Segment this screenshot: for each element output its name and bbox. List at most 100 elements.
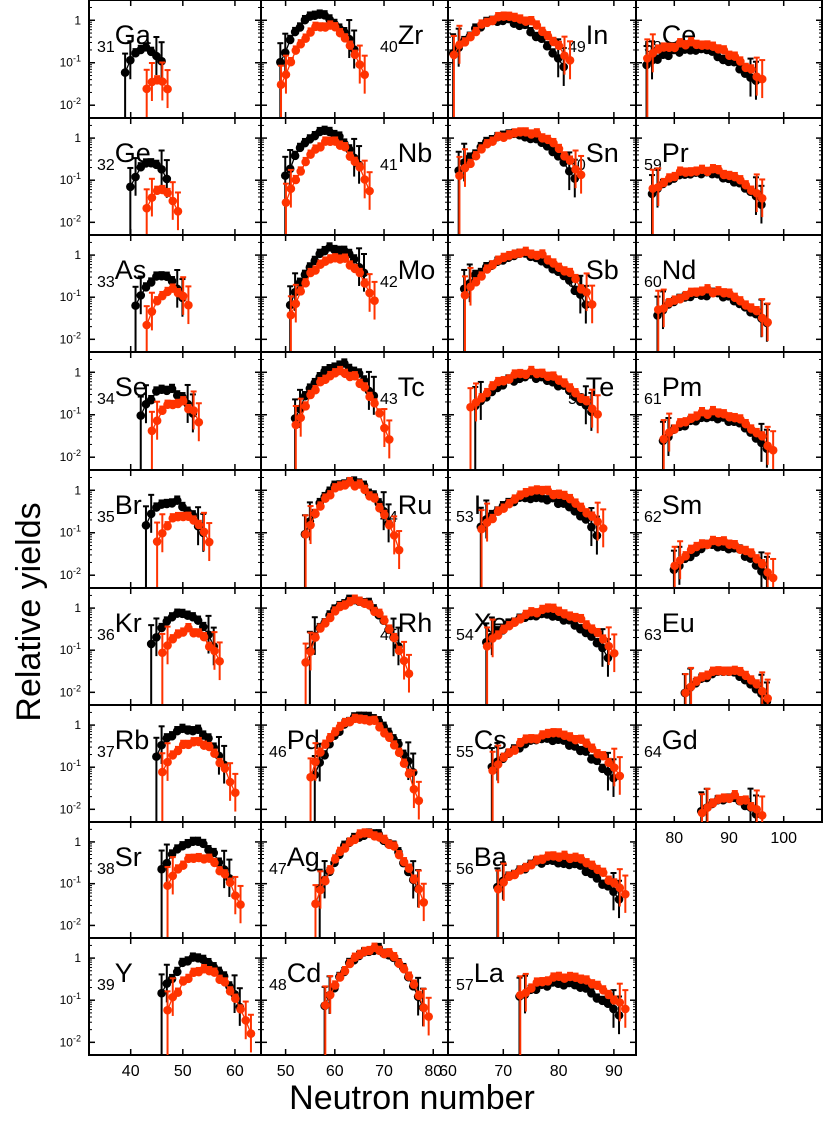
- data-point-red: [455, 171, 464, 181]
- data-point-red: [757, 193, 767, 203]
- data-point-red: [621, 889, 630, 899]
- data-point-red: [286, 184, 296, 194]
- data-point-black: [587, 988, 596, 998]
- data-point-red: [241, 1016, 251, 1025]
- data-point-red: [321, 1000, 330, 1010]
- element-label-nb: 41Nb: [380, 138, 432, 174]
- data-point-black: [146, 639, 156, 649]
- series-black: [141, 493, 208, 588]
- data-point-red: [286, 57, 296, 67]
- data-point-red: [236, 900, 245, 909]
- data-point-red: [325, 865, 335, 875]
- data-point-red: [493, 631, 503, 640]
- data-point-red: [345, 41, 355, 50]
- element-label-as: 33As: [97, 255, 146, 291]
- series-red: [163, 852, 245, 938]
- series-red: [455, 127, 586, 235]
- series-red: [301, 476, 404, 588]
- data-point-red: [340, 844, 350, 853]
- data-point-red: [532, 21, 542, 30]
- data-point-red: [194, 417, 204, 427]
- series-black: [146, 608, 219, 705]
- series-red: [276, 20, 369, 118]
- series-black: [305, 594, 403, 705]
- data-point-black: [526, 27, 535, 37]
- element-label-sr: 38Sr: [97, 842, 142, 878]
- data-point-red: [321, 876, 330, 886]
- data-point-red: [621, 1004, 630, 1014]
- data-point-red: [482, 388, 492, 398]
- data-point-black: [120, 68, 130, 77]
- data-point-red: [424, 1012, 433, 1021]
- data-point-black: [172, 496, 182, 505]
- data-point-red: [554, 144, 564, 154]
- y-tick-label: 10-2: [60, 1033, 81, 1049]
- data-point-red: [609, 763, 619, 772]
- data-point-red: [210, 858, 219, 868]
- data-point-black: [592, 638, 602, 648]
- series-red: [488, 728, 625, 822]
- data-point-red: [409, 784, 419, 794]
- element-label-pd: 46Pd: [269, 725, 320, 761]
- data-point-red: [350, 835, 360, 845]
- data-point-red: [316, 502, 325, 511]
- data-point-red: [587, 404, 597, 413]
- panel-frame: [88, 0, 262, 119]
- data-point-black: [131, 301, 140, 310]
- data-point-red: [380, 423, 389, 433]
- data-point-red: [604, 990, 614, 1000]
- y-tick-label: 1: [74, 601, 81, 615]
- series-black: [315, 828, 423, 938]
- data-point-red: [477, 145, 486, 154]
- data-point-red: [178, 396, 188, 406]
- data-point-red: [504, 375, 514, 384]
- data-point-red: [488, 514, 497, 524]
- element-label-ba: 56Ba: [456, 842, 508, 878]
- data-point-red: [384, 625, 394, 634]
- data-point-red: [360, 383, 369, 392]
- data-point-black: [280, 171, 290, 180]
- data-point-red: [199, 632, 209, 642]
- data-point-black: [653, 55, 662, 64]
- data-point-red: [168, 196, 178, 206]
- data-point-red: [286, 310, 296, 320]
- data-point-red: [370, 494, 379, 503]
- data-point-red: [471, 27, 481, 37]
- data-point-black: [131, 172, 140, 182]
- panel-br: 10-2 10-1 1 35Br: [60, 469, 262, 589]
- data-point-red: [173, 207, 183, 216]
- series-black: [448, 13, 569, 118]
- data-point-black: [553, 152, 563, 161]
- data-point-red: [301, 530, 310, 539]
- data-point-red: [670, 172, 679, 182]
- data-point-red: [399, 964, 409, 974]
- data-point-red: [493, 884, 503, 894]
- data-point-black: [592, 874, 602, 883]
- y-tick-label: 10-1: [60, 991, 81, 1007]
- data-point-red: [576, 614, 586, 624]
- y-tick-label: 10-1: [60, 641, 81, 657]
- panel-frame: [88, 117, 262, 236]
- element-label-tc: 43Tc: [380, 372, 425, 408]
- data-point-red: [152, 416, 162, 426]
- data-point-black: [146, 509, 156, 519]
- data-point-red: [340, 142, 350, 152]
- data-point-red: [389, 531, 399, 540]
- data-point-red: [291, 299, 301, 308]
- data-point-red: [414, 884, 424, 894]
- data-point-red: [510, 746, 520, 755]
- data-point-red: [306, 28, 315, 37]
- y-tick-label: 10-2: [60, 448, 81, 464]
- data-point-black: [587, 632, 596, 641]
- data-point-red: [306, 520, 315, 530]
- panel-ba: 56Ba: [447, 821, 637, 939]
- y-tick-label: 10-2: [60, 96, 81, 112]
- data-point-red: [220, 869, 230, 879]
- element-label-y: 39Y: [97, 958, 133, 994]
- data-point-red: [158, 528, 167, 538]
- panel-frame: [88, 351, 262, 471]
- data-point-red: [576, 170, 586, 180]
- data-point-red: [752, 188, 762, 198]
- data-point-red: [365, 186, 374, 196]
- data-point-red: [178, 861, 188, 870]
